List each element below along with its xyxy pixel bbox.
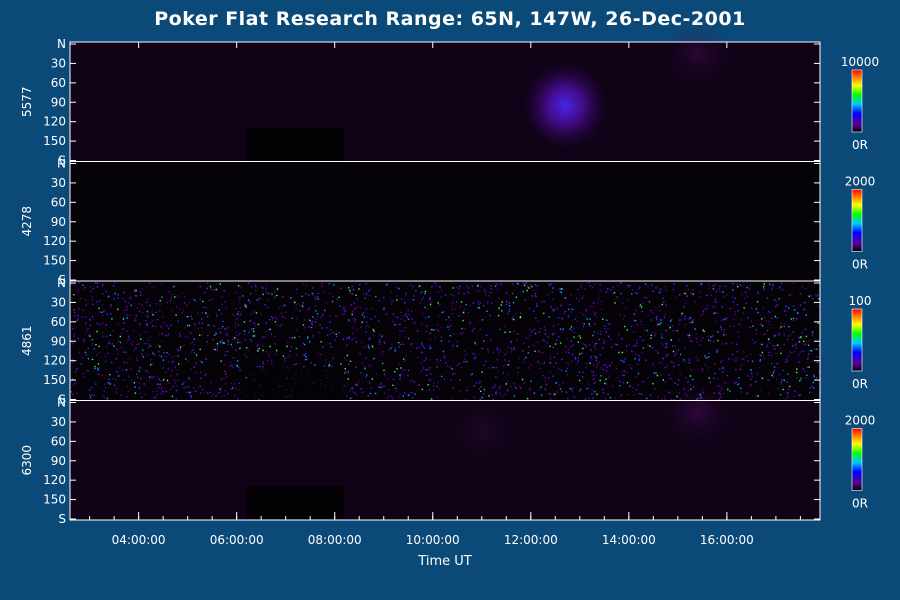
colorbar-max-label: 2000 — [845, 414, 876, 428]
colorbar-min-label: 0R — [852, 138, 868, 152]
panel-4278: N 30 60 90 120 150 S 4278 2000 0R — [20, 157, 875, 288]
y-tick-label: 60 — [51, 195, 66, 209]
y-tick-label: 60 — [51, 315, 66, 329]
x-tick-label: 10:00:00 — [406, 533, 460, 547]
y-tick-label: 150 — [43, 254, 66, 268]
y-tick-label: 90 — [51, 95, 66, 109]
panel-wavelength-label: 6300 — [20, 445, 34, 476]
y-tick-label: 150 — [43, 134, 66, 148]
panel-5577: N 30 60 90 120 150 S 5577 10000 0R — [20, 21, 879, 168]
y-tick-label: 30 — [51, 415, 66, 429]
y-tick-label: 150 — [43, 373, 66, 387]
colorbar-max-label: 10000 — [841, 55, 879, 69]
panel-image-4278 — [70, 161, 820, 281]
chart-title: Poker Flat Research Range: 65N, 147W, 26… — [154, 8, 746, 30]
y-tick-label: 150 — [43, 493, 66, 507]
colorbar-min-label: 0R — [852, 497, 868, 511]
x-tick-label: 16:00:00 — [700, 533, 754, 547]
y-tick-label: 60 — [51, 76, 66, 90]
data-gap — [246, 128, 345, 161]
colorbar — [851, 428, 863, 491]
y-tick-label: N — [57, 37, 66, 51]
colorbar — [851, 308, 863, 372]
emission-feature — [448, 402, 515, 462]
x-tick-label: 08:00:00 — [308, 533, 362, 547]
y-tick-label: 120 — [43, 115, 66, 129]
y-tick-label: S — [58, 273, 66, 287]
x-axis-label: Time UT — [418, 554, 472, 569]
y-tick-label: S — [58, 512, 66, 526]
panel-wavelength-label: 4278 — [20, 206, 34, 237]
emission-feature — [662, 21, 733, 87]
y-tick-label: 90 — [51, 215, 66, 229]
colorbar-min-label: 0R — [852, 258, 868, 272]
panel-wavelength-label: 4861 — [20, 325, 34, 356]
y-tick-label: N — [57, 396, 66, 410]
y-tick-label: 60 — [51, 434, 66, 448]
emission-feature — [523, 62, 608, 149]
y-tick-label: 30 — [51, 295, 66, 309]
y-tick-label: 30 — [51, 176, 66, 190]
x-tick-label: 06:00:00 — [210, 533, 264, 547]
y-tick-label: 90 — [51, 454, 66, 468]
x-tick-label: 14:00:00 — [602, 533, 656, 547]
data-gap — [246, 367, 345, 400]
y-tick-label: S — [58, 393, 66, 407]
panel-6300: N 30 60 90 120 150 S 6300 2000 0R — [20, 378, 875, 526]
data-gap — [246, 486, 345, 519]
emission-feature — [661, 378, 734, 447]
y-tick-label: N — [57, 276, 66, 290]
colorbar — [851, 69, 863, 133]
x-tick-label: 04:00:00 — [112, 533, 166, 547]
y-tick-label: 120 — [43, 234, 66, 248]
y-tick-label: S — [58, 154, 66, 168]
y-tick-label: 90 — [51, 334, 66, 348]
colorbar — [851, 189, 863, 252]
y-tick-label: 120 — [43, 354, 66, 368]
panel-wavelength-label: 5577 — [20, 86, 34, 117]
colorbar-min-label: 0R — [852, 377, 868, 391]
panel-4861: N 30 60 90 120 150 S 4861 100 0R — [20, 276, 871, 407]
colorbar-max-label: 2000 — [845, 175, 876, 189]
colorbar-max-label: 100 — [849, 294, 872, 308]
y-tick-label: 30 — [51, 56, 66, 70]
y-tick-label: N — [57, 157, 66, 171]
x-tick-label: 12:00:00 — [504, 533, 558, 547]
y-tick-label: 120 — [43, 473, 66, 487]
